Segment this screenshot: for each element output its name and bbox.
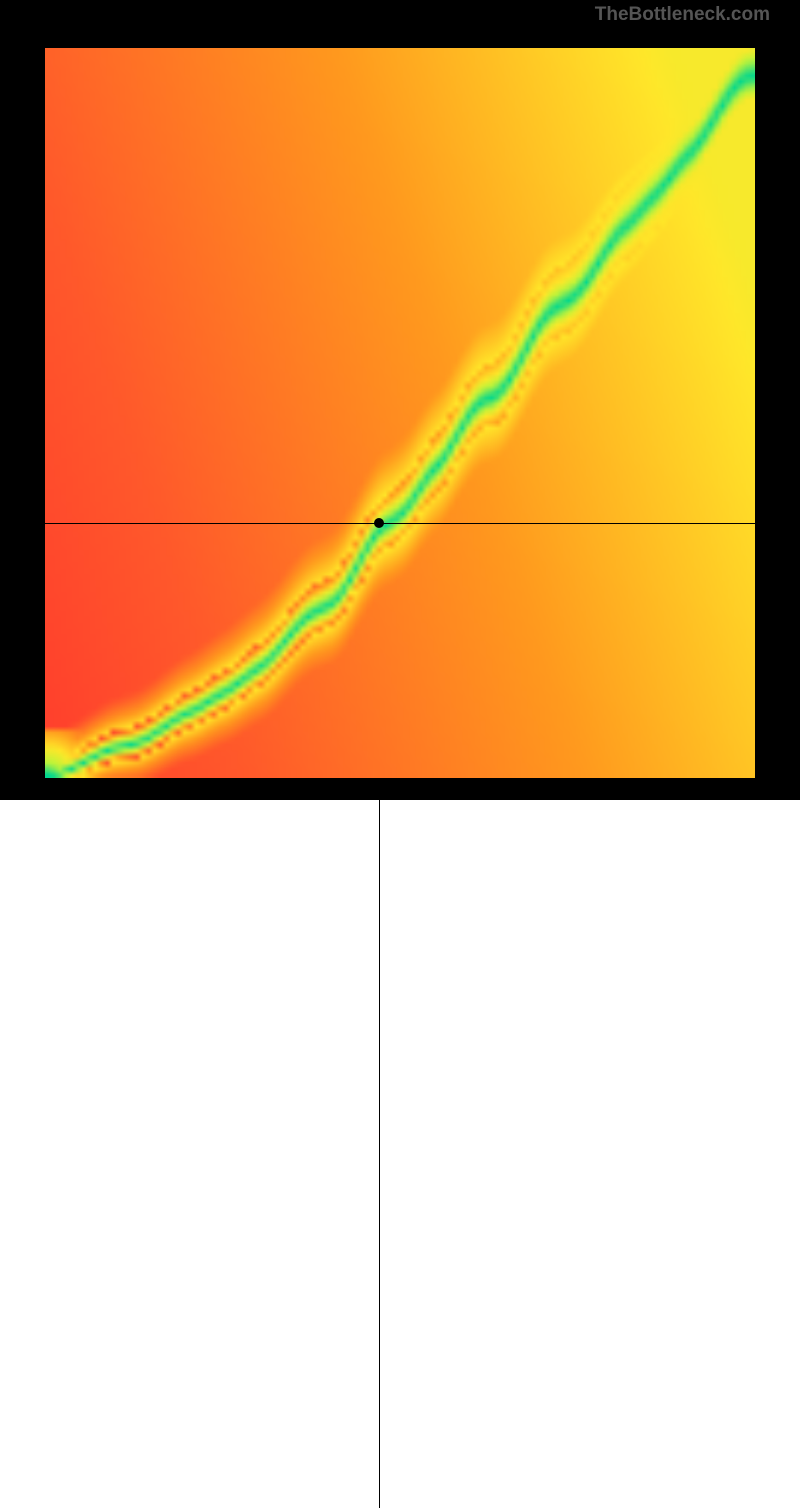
attribution-text: TheBottleneck.com (595, 4, 770, 26)
plot-area (45, 48, 755, 778)
chart-container: TheBottleneck.com (0, 0, 800, 800)
heatmap-canvas (45, 48, 755, 778)
data-point-marker (374, 518, 384, 528)
plot-frame (27, 30, 773, 796)
crosshair-vertical (379, 778, 380, 1508)
crosshair-horizontal (45, 523, 755, 524)
